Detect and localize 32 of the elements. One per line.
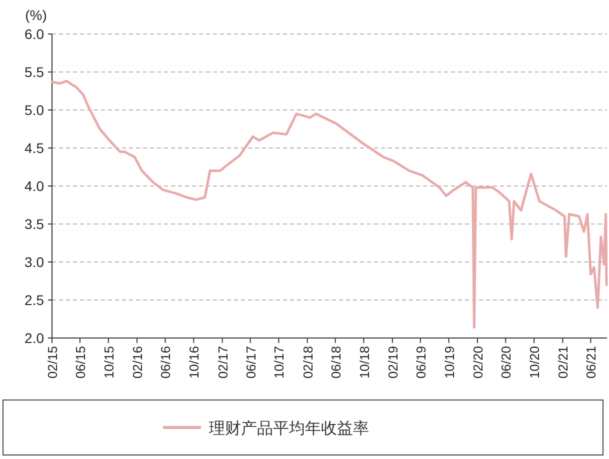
legend-label: 理财产品平均年收益率 bbox=[209, 420, 369, 438]
x-tick-label: 06/16 bbox=[158, 346, 174, 379]
y-tick-label: 2.0 bbox=[24, 330, 44, 346]
y-tick-label: 3.0 bbox=[24, 254, 44, 270]
x-tick-label: 06/21 bbox=[584, 346, 599, 379]
line-series bbox=[50, 80, 608, 329]
y-tick-label: 5.0 bbox=[24, 102, 44, 118]
x-tick-label: 10/15 bbox=[101, 346, 116, 379]
y-tick-label: 4.0 bbox=[24, 178, 44, 194]
x-tick-label: 02/19 bbox=[385, 346, 400, 379]
x-tick-label: 02/17 bbox=[215, 346, 230, 379]
y-tick-label: 4.5 bbox=[24, 140, 44, 156]
x-tick-label: 10/20 bbox=[527, 346, 542, 379]
y-tick-label: 5.5 bbox=[24, 64, 44, 80]
x-tick-label: 06/15 bbox=[72, 346, 88, 379]
x-tick-label: 10/19 bbox=[442, 346, 457, 379]
y-tick-label: 3.5 bbox=[24, 216, 44, 232]
y-tick-label: 2.5 bbox=[24, 292, 44, 308]
y-axis-title: (%) bbox=[25, 7, 47, 23]
x-tick-label: 06/19 bbox=[413, 346, 428, 379]
x-tick-label: 06/20 bbox=[498, 346, 514, 379]
x-tick-label: 06/17 bbox=[243, 346, 258, 379]
y-tick-label: 6.0 bbox=[24, 26, 44, 42]
x-tick-label: 10/16 bbox=[186, 346, 202, 379]
x-tick-label: 02/20 bbox=[470, 346, 486, 379]
x-tick-label: 02/15 bbox=[45, 346, 60, 379]
x-tick-label: 02/18 bbox=[300, 346, 316, 379]
x-tick-label: 02/21 bbox=[556, 346, 571, 379]
x-tick-label: 10/18 bbox=[356, 346, 372, 379]
x-tick-label: 02/16 bbox=[130, 346, 146, 379]
x-tick-label: 06/18 bbox=[328, 346, 344, 379]
x-tick-label: 10/17 bbox=[272, 346, 287, 379]
